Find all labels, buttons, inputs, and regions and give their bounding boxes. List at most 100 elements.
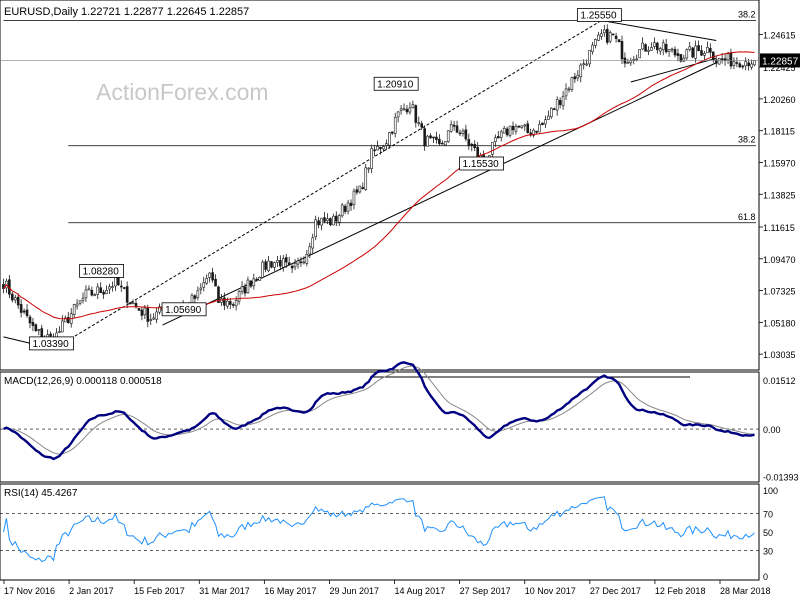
candle-body	[717, 58, 721, 65]
candle-body	[214, 278, 217, 287]
candle-body	[61, 320, 64, 333]
candle	[467, 133, 471, 150]
candle	[158, 303, 161, 315]
candle-body	[152, 317, 155, 320]
candle-body	[414, 105, 418, 123]
candle-body	[467, 139, 471, 146]
moving-average-line	[3, 51, 755, 320]
candle-body	[202, 282, 206, 288]
candle	[152, 313, 155, 321]
candle-body	[476, 147, 479, 158]
candle-body	[75, 303, 79, 307]
candle-body	[735, 62, 739, 64]
candle	[550, 107, 553, 119]
candle	[296, 257, 300, 269]
candle	[573, 72, 577, 83]
candle	[61, 315, 64, 333]
candle	[697, 40, 700, 52]
candle-body	[667, 49, 671, 52]
candle	[638, 49, 641, 59]
candle-body	[199, 287, 203, 290]
price-panel: EURUSD,Daily 1.22721 1.22877 1.22645 1.2…	[0, 0, 800, 371]
candle-body	[302, 261, 306, 264]
candle	[128, 301, 132, 305]
candle	[78, 300, 82, 306]
candle	[290, 264, 294, 274]
candle	[379, 146, 382, 155]
date-tick-label: 31 Mar 2017	[199, 586, 250, 596]
rsi-tick-label: 100	[763, 486, 778, 496]
candle	[81, 292, 85, 304]
candle-body	[576, 74, 580, 79]
price-tick-label: 1.11615	[763, 223, 795, 233]
candle	[741, 64, 745, 70]
candle	[84, 285, 88, 302]
candle-body	[72, 304, 76, 316]
candle	[37, 328, 41, 336]
candle-body	[290, 265, 294, 269]
candle-body	[243, 286, 247, 294]
candle	[267, 256, 270, 273]
candle	[526, 120, 530, 134]
candle-body	[605, 28, 609, 43]
candle-body	[119, 285, 123, 288]
candle-body	[228, 301, 232, 305]
candle	[237, 289, 241, 305]
candle	[667, 49, 671, 57]
candle-body	[496, 136, 500, 139]
candle-body	[435, 136, 438, 140]
candle	[149, 313, 153, 325]
candle	[22, 308, 26, 315]
price-label-box	[373, 76, 419, 91]
price-tick-label: 1.05180	[763, 318, 796, 328]
candle	[661, 39, 665, 56]
candle-body	[517, 125, 521, 128]
candle	[155, 307, 158, 324]
price-panel-frame	[0, 0, 760, 371]
candle-body	[193, 295, 197, 299]
rsi-tick-label: 30	[763, 546, 773, 556]
candle	[552, 107, 556, 111]
candle-body	[753, 60, 756, 66]
candle-body	[644, 44, 647, 52]
candle-body	[337, 215, 341, 223]
candle	[334, 211, 338, 227]
candle	[385, 139, 388, 151]
candle-body	[656, 42, 659, 51]
candle	[676, 48, 680, 62]
candle-body	[573, 76, 577, 80]
chart-header-symbol: EURUSD,Daily 1.22721 1.22877 1.22645 1.2…	[4, 6, 249, 18]
candle-body	[296, 260, 300, 265]
candle-body	[34, 324, 38, 331]
candle-body	[66, 317, 70, 323]
trendline	[53, 20, 602, 350]
candle-body	[16, 296, 20, 306]
candle-body	[234, 300, 238, 307]
candle-body	[81, 297, 85, 301]
candle-body	[608, 32, 612, 42]
candle	[320, 217, 323, 231]
candle	[217, 285, 220, 303]
candle	[28, 314, 32, 329]
candle	[541, 122, 544, 126]
candle	[243, 283, 247, 297]
candle	[314, 215, 317, 241]
candle	[438, 134, 441, 146]
candle	[499, 129, 503, 142]
candle	[653, 37, 656, 50]
candle	[382, 144, 385, 153]
candle	[261, 259, 264, 278]
candle-body	[538, 124, 541, 133]
candle-body	[125, 286, 129, 303]
candle-body	[438, 138, 441, 144]
candle-body	[405, 108, 409, 113]
candle	[508, 125, 512, 138]
candle	[361, 182, 365, 190]
rsi-panel-frame	[0, 483, 760, 581]
candle-body	[470, 143, 474, 146]
candle-body	[205, 278, 208, 284]
candle-body	[308, 246, 312, 255]
candle-body	[741, 65, 745, 68]
candle-body	[355, 189, 359, 193]
candle	[231, 302, 235, 309]
